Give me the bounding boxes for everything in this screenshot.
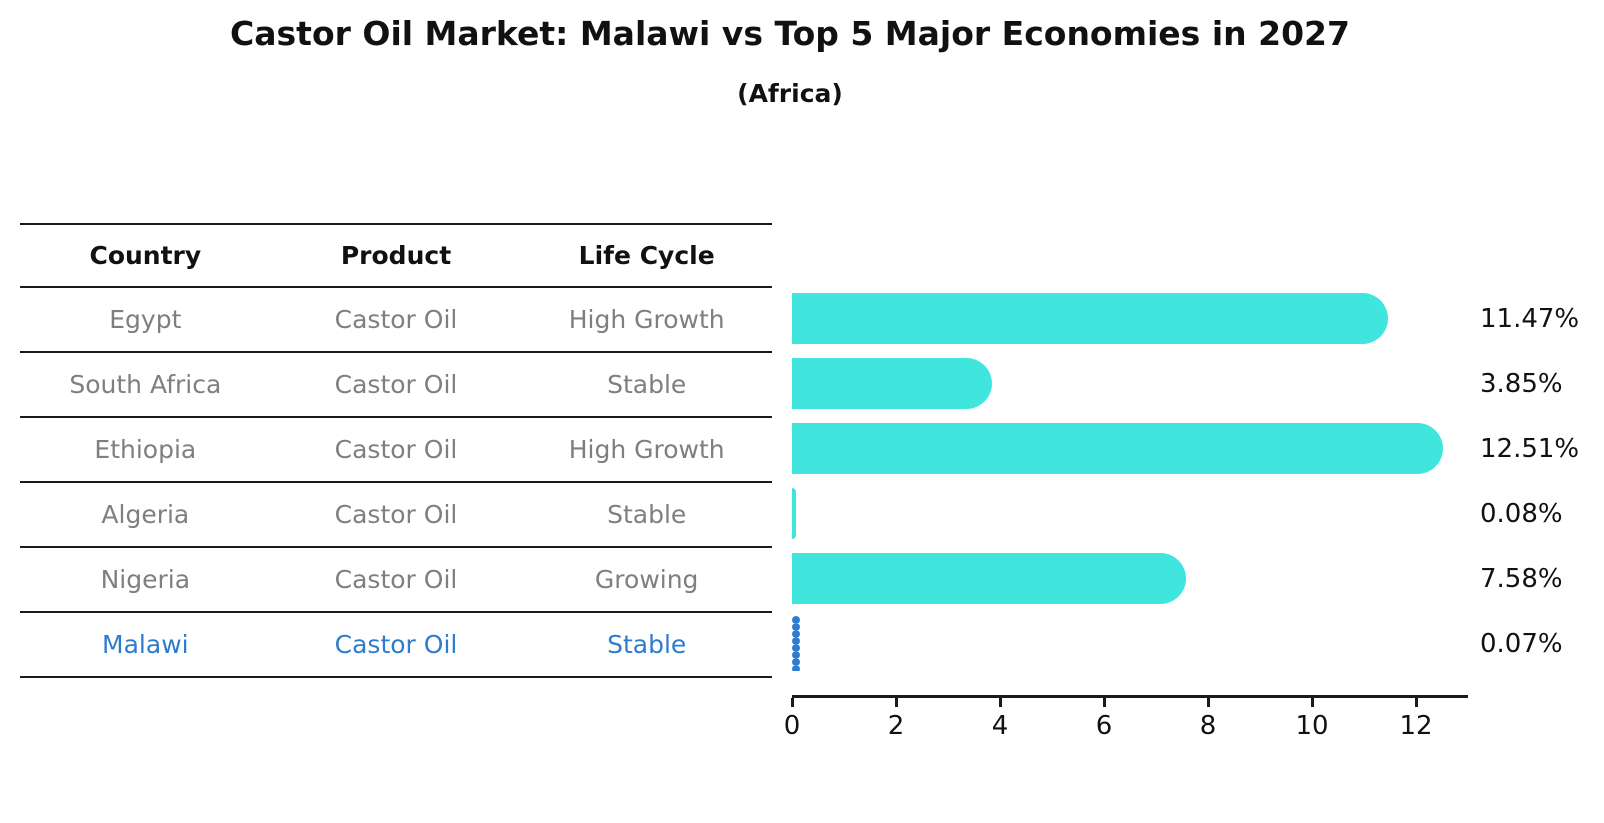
table-cell-product: Castor Oil bbox=[334, 565, 458, 594]
bar-chart bbox=[792, 286, 1468, 676]
bar-value-label: 0.08% bbox=[1480, 498, 1563, 529]
bar bbox=[792, 488, 797, 539]
tick-label: 4 bbox=[991, 711, 1009, 741]
bar-row bbox=[792, 416, 1468, 481]
table-header-row: Country Product Life Cycle bbox=[20, 225, 772, 288]
table-cell-product: Castor Oil bbox=[334, 305, 458, 334]
table-cell-product: Castor Oil bbox=[334, 435, 458, 464]
table-row: Ethiopia Castor Oil High Growth bbox=[20, 418, 772, 483]
tick-label: 10 bbox=[1295, 711, 1329, 741]
table-cell-lifecycle: High Growth bbox=[568, 435, 725, 464]
tick-mark bbox=[1310, 698, 1314, 707]
bar-row bbox=[792, 546, 1468, 611]
bar-row bbox=[792, 611, 1468, 676]
table-cell-lifecycle: Stable bbox=[607, 370, 687, 399]
bar-value-label: 7.58% bbox=[1480, 563, 1563, 594]
table-cell-product: Castor Oil bbox=[334, 370, 458, 399]
table-cell-lifecycle: High Growth bbox=[568, 305, 725, 334]
table-row: Egypt Castor Oil High Growth bbox=[20, 288, 772, 353]
tick-label: 0 bbox=[783, 711, 801, 741]
bar-value-label: 11.47% bbox=[1480, 303, 1580, 334]
x-axis: 0 2 4 6 8 10 12 bbox=[784, 695, 1468, 741]
bar bbox=[792, 616, 800, 671]
tick-mark bbox=[1206, 698, 1210, 707]
table-body: Egypt Castor Oil High Growth South Afric… bbox=[20, 288, 772, 678]
table-cell-lifecycle: Stable bbox=[607, 500, 687, 529]
bar-value-label: 0.07% bbox=[1480, 628, 1563, 659]
column-header-product: Product bbox=[340, 241, 452, 270]
tick-label: 8 bbox=[1199, 711, 1217, 741]
table-cell-country: Algeria bbox=[101, 500, 190, 529]
table-cell-product: Castor Oil bbox=[334, 500, 458, 529]
tick-label: 12 bbox=[1399, 711, 1433, 741]
bar bbox=[792, 358, 993, 409]
bar bbox=[792, 293, 1389, 344]
table-cell-country: Ethiopia bbox=[94, 435, 197, 464]
table-cell-product: Castor Oil bbox=[334, 630, 458, 659]
tick-mark bbox=[790, 698, 794, 707]
table-cell-country: Malawi bbox=[102, 630, 189, 659]
tick-mark bbox=[998, 698, 1002, 707]
chart-subtitle: (Africa) bbox=[737, 79, 843, 108]
tick-mark bbox=[1414, 698, 1418, 707]
column-header-country: Country bbox=[89, 241, 202, 270]
table-row: Malawi Castor Oil Stable bbox=[20, 613, 772, 678]
tick-label: 6 bbox=[1095, 711, 1113, 741]
table-cell-country: Egypt bbox=[109, 305, 182, 334]
country-table: Country Product Life Cycle Egypt Castor … bbox=[20, 223, 772, 678]
table-cell-country: Nigeria bbox=[100, 565, 191, 594]
tick-mark bbox=[894, 698, 898, 707]
table-row: Algeria Castor Oil Stable bbox=[20, 483, 772, 548]
bar-row bbox=[792, 351, 1468, 416]
table-row: Nigeria Castor Oil Growing bbox=[20, 548, 772, 613]
value-label-column: 11.47% 3.85% 12.51% 0.08% 7.58% 0.07% bbox=[1480, 286, 1579, 676]
bar bbox=[792, 423, 1443, 474]
table-cell-country: South Africa bbox=[69, 370, 222, 399]
bar-value-label: 3.85% bbox=[1480, 368, 1563, 399]
table-cell-lifecycle: Growing bbox=[594, 565, 699, 594]
table-row: South Africa Castor Oil Stable bbox=[20, 353, 772, 418]
tick-mark bbox=[1102, 698, 1106, 707]
bar bbox=[792, 553, 1187, 604]
chart-title: Castor Oil Market: Malawi vs Top 5 Major… bbox=[230, 14, 1350, 53]
table-cell-lifecycle: Stable bbox=[607, 630, 687, 659]
bar-value-label: 12.51% bbox=[1480, 433, 1580, 464]
tick-label: 2 bbox=[887, 711, 905, 741]
bar-row bbox=[792, 481, 1468, 546]
column-header-lifecycle: Life Cycle bbox=[578, 241, 715, 270]
bar-row bbox=[792, 286, 1468, 351]
